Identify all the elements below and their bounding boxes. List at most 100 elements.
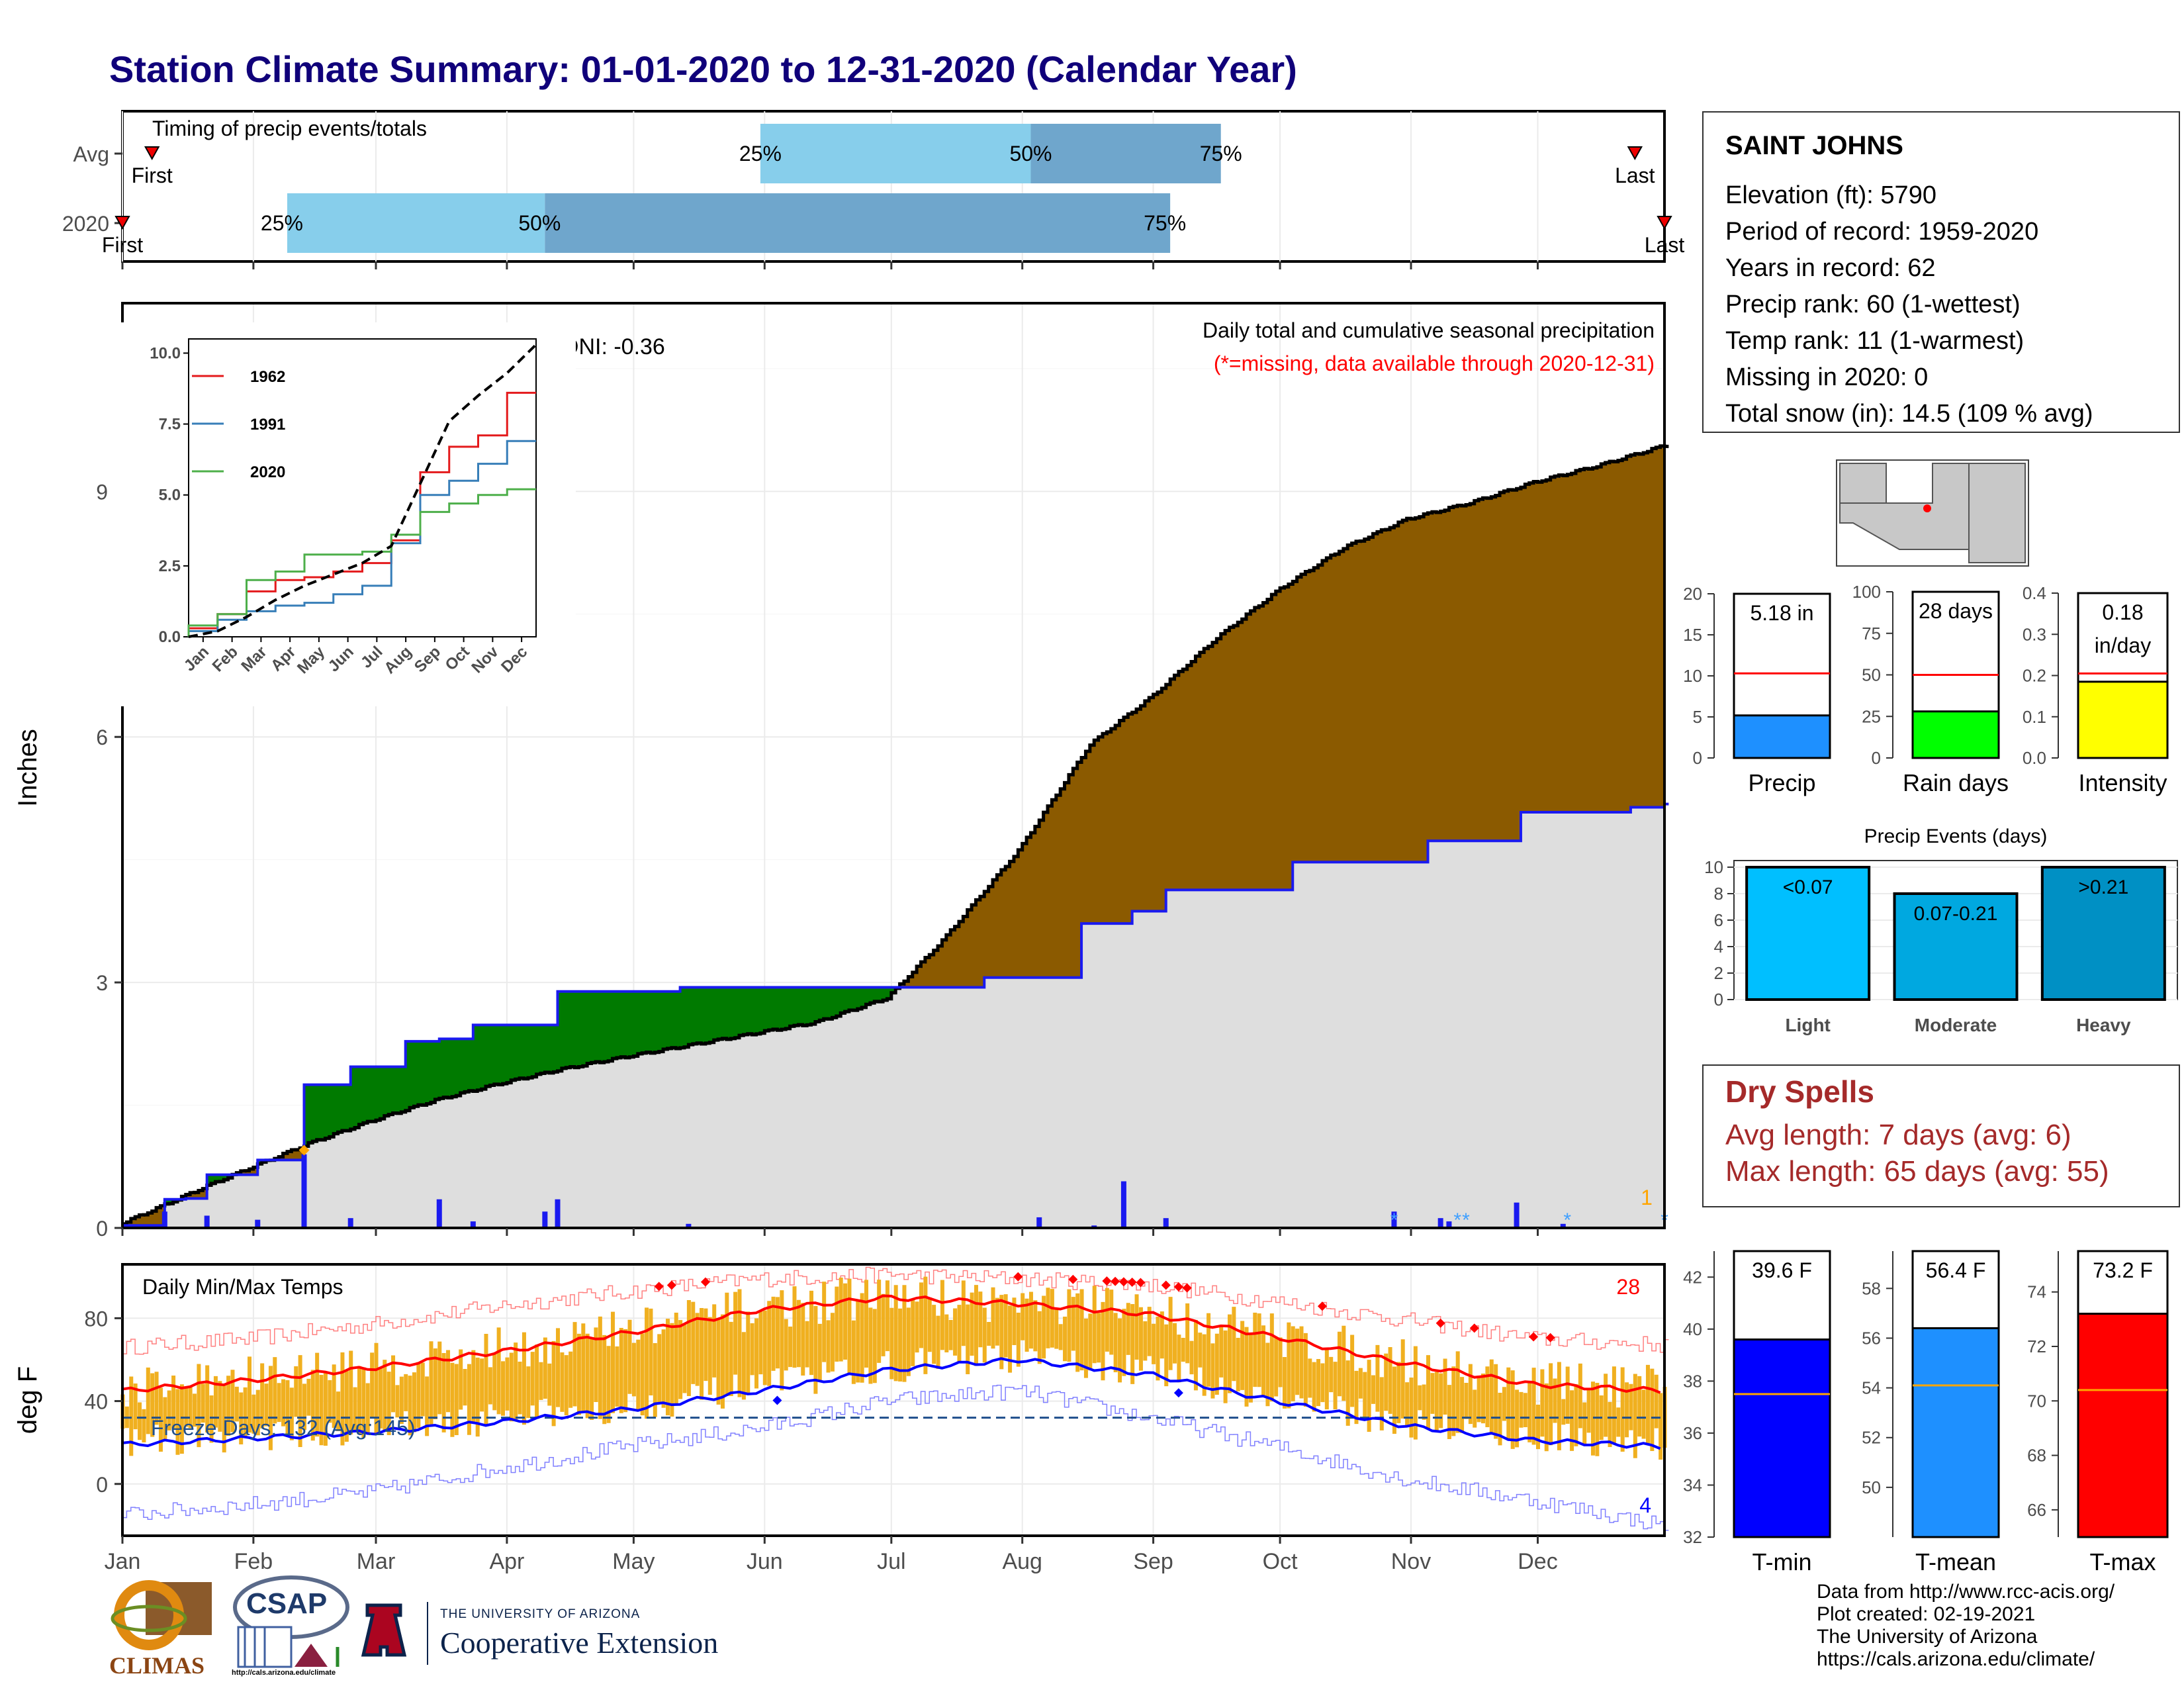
daily-precip-bar	[1120, 1181, 1126, 1228]
temp-panel-title: Daily Min/Max Temps	[142, 1275, 343, 1299]
gauge-tick-label: 0	[1693, 748, 1702, 768]
events-tick-label: 6	[1714, 910, 1723, 930]
footer-line: Data from http://www.rcc-acis.org/	[1817, 1581, 2115, 1603]
record-high-marker	[1102, 1276, 1112, 1286]
daily-temp-bars	[120, 1276, 1667, 1460]
record-high-marker	[1127, 1277, 1137, 1287]
gauge-tick-label: 72	[2027, 1336, 2046, 1356]
locator-map	[1836, 459, 2029, 567]
month-tick-label: Dec	[1518, 1549, 1557, 1574]
gauge-tick-label: 10	[1683, 666, 1702, 686]
ua-logo	[361, 1602, 407, 1662]
month-tick-label: Aug	[1002, 1549, 1042, 1574]
events-category-label: Light	[1785, 1015, 1830, 1035]
gauge-bar	[2077, 680, 2169, 759]
footer-line: https://cals.arizona.edu/climate/	[1817, 1648, 2095, 1670]
month-tick-label: Apr	[489, 1549, 524, 1574]
csap-logo-url: http://cals.arizona.edu/climate	[232, 1669, 336, 1677]
gauge-value-label: 56.4 F	[1926, 1258, 1986, 1282]
events-tick-label: 2	[1714, 963, 1723, 983]
temp-y-tick-label: 80	[84, 1307, 108, 1331]
inset-y-tick-label: 7.5	[159, 416, 181, 434]
daily-precip-bar	[161, 1211, 167, 1228]
csap-logo: CSAP http://cals.arizona.edu/climate	[232, 1574, 351, 1680]
gauge-bar	[2077, 1313, 2169, 1538]
gauge-value-label: 39.6 F	[1752, 1258, 1812, 1282]
record-high-marker	[1529, 1332, 1539, 1342]
daily-precip-bar	[347, 1218, 353, 1228]
record-high-marker	[1136, 1278, 1146, 1288]
record-low-marker	[1173, 1388, 1183, 1398]
station-detail-line: Period of record: 1959-2020	[1725, 218, 2039, 246]
station-detail-line: Temp rank: 11 (1-warmest)	[1725, 327, 2025, 355]
record-marker	[298, 1145, 310, 1156]
record-high-marker	[654, 1282, 664, 1291]
station-location-dot	[1923, 504, 1931, 512]
station-detail-line: Years in record: 62	[1725, 254, 1936, 282]
timing-row-label: Avg	[73, 142, 109, 166]
gauge-value-label: 0.18	[2102, 600, 2143, 624]
daily-precip-bar	[436, 1199, 442, 1228]
quartile-bar-upper	[545, 193, 1171, 253]
gauge-tick-label: 0	[1872, 748, 1881, 768]
gauge-tick-label: 75	[1862, 624, 1881, 643]
quartile-label: 75%	[1144, 211, 1186, 235]
record-high-marker	[1173, 1282, 1183, 1292]
avg-tmax-line	[122, 1294, 1661, 1394]
events-tick-label: 8	[1714, 884, 1723, 904]
ua-extension-text: Cooperative Extension	[440, 1626, 719, 1660]
gauge-bar	[1911, 710, 2000, 759]
events-bar	[2040, 866, 2166, 1001]
quartile-bar-upper	[1030, 124, 1221, 183]
event-marker	[1657, 216, 1672, 230]
record-low-marker	[772, 1395, 782, 1405]
events-bar-label: >0.21	[2078, 876, 2128, 898]
month-tick-label: Mar	[357, 1549, 396, 1574]
precip-y-tick-label: 9	[96, 480, 108, 504]
inset-y-tick-label: 10.0	[150, 344, 181, 362]
deficit-area	[122, 447, 1665, 1226]
precip-y-tick-label: 3	[96, 971, 108, 995]
inset-legend-label: 2020	[250, 463, 285, 481]
gauge-category-label: T-mean	[1915, 1548, 1996, 1575]
gauge-value-label: 28 days	[1919, 599, 1993, 623]
inset-y-tick-label: 5.0	[159, 487, 181, 504]
dry-spells-max: Max length: 65 days (avg: 55)	[1725, 1155, 2109, 1188]
month-tick-label: Jul	[877, 1549, 905, 1574]
events-bar-label: <0.07	[1783, 876, 1833, 898]
precip-panel-frame	[121, 302, 1666, 1229]
gauge-tick-label: 68	[2027, 1446, 2046, 1466]
month-tick-label: Jun	[747, 1549, 783, 1574]
station-details: Elevation (ft): 5790 Period of record: 19…	[1725, 177, 2093, 432]
temp-y-tick-label: 40	[84, 1390, 108, 1414]
gauge-bar	[1733, 714, 1831, 759]
daily-precip-bar	[686, 1223, 692, 1228]
precip-missing-note: (*=missing, data available through 2020-…	[1214, 352, 1655, 375]
missing-count: 1	[1641, 1186, 1653, 1209]
daily-precip-bar	[1560, 1223, 1566, 1228]
daily-precip-bar	[555, 1199, 561, 1228]
quartile-label: 50%	[518, 211, 561, 235]
month-tick-label: Jan	[105, 1549, 141, 1574]
gauge-value-label: in/day	[2095, 633, 2151, 657]
quartile-label: 50%	[1009, 142, 1052, 165]
gauge-bar	[1733, 1338, 1831, 1538]
record-high-marker	[666, 1280, 676, 1290]
gauge-category-label: Precip	[1748, 769, 1815, 796]
temp-panel-frame	[121, 1263, 1666, 1537]
gauge-tick-label: 50	[1862, 1477, 1881, 1497]
temp-y-tick-label: 0	[96, 1473, 108, 1497]
cumulative-base-area	[122, 804, 1664, 1228]
record-high-marker	[1182, 1283, 1192, 1293]
csap-logo-text: CSAP	[246, 1587, 328, 1620]
record-high-line	[122, 1266, 1669, 1355]
event-marker-label: First	[102, 233, 143, 257]
precip-y-tick-label: 6	[96, 726, 108, 749]
daily-precip-bar	[470, 1221, 476, 1228]
gauge-tick-label: 54	[1862, 1378, 1881, 1398]
events-bar-label: 0.07-0.21	[1914, 903, 1998, 925]
record-low-count: 4	[1639, 1493, 1651, 1517]
daily-precip-bar	[1514, 1202, 1520, 1228]
quartile-label: 25%	[739, 142, 782, 165]
